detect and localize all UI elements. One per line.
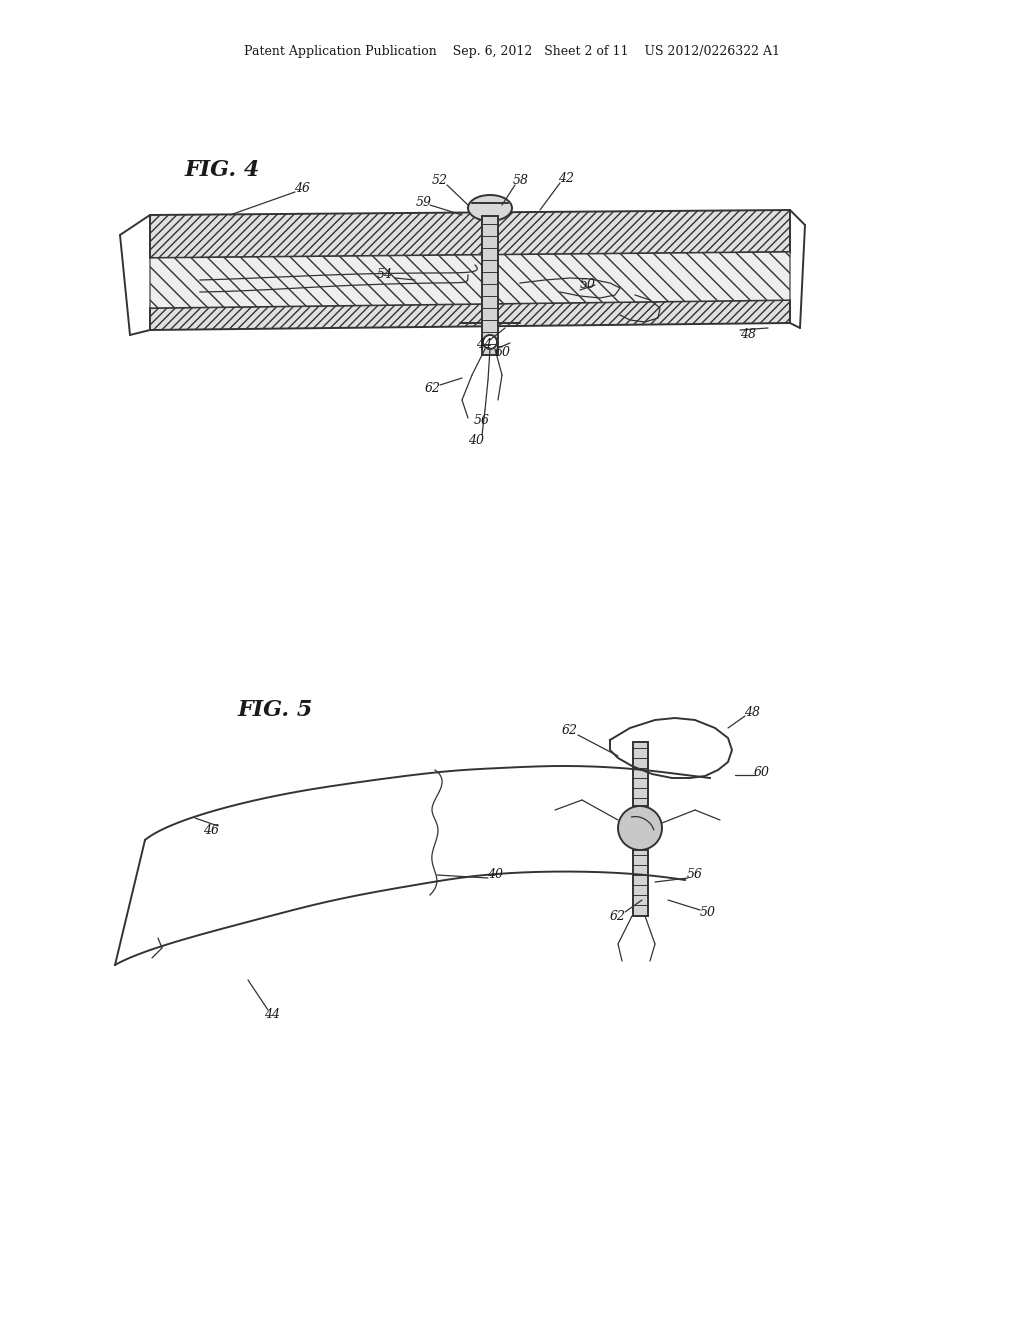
Text: 50: 50 (580, 279, 596, 292)
Ellipse shape (468, 195, 512, 220)
Text: 58: 58 (513, 174, 529, 187)
Text: 62: 62 (425, 381, 441, 395)
Text: 42: 42 (558, 173, 574, 186)
Text: 56: 56 (687, 869, 703, 882)
Text: 52: 52 (432, 174, 449, 187)
Text: 60: 60 (495, 346, 511, 359)
Text: 60: 60 (754, 766, 770, 779)
Text: 46: 46 (203, 824, 219, 837)
Text: 40: 40 (468, 433, 484, 446)
Polygon shape (150, 210, 790, 257)
FancyBboxPatch shape (633, 850, 647, 916)
Text: 62: 62 (562, 723, 578, 737)
Text: 44: 44 (264, 1008, 280, 1022)
Polygon shape (150, 252, 790, 308)
Text: FIG. 4: FIG. 4 (185, 158, 260, 181)
Text: 44: 44 (476, 338, 492, 351)
Text: 62: 62 (610, 909, 626, 923)
Text: 40: 40 (487, 869, 503, 882)
Text: 54: 54 (377, 268, 393, 281)
Text: 50: 50 (700, 906, 716, 919)
Text: FIG. 5: FIG. 5 (238, 700, 313, 721)
Text: 56: 56 (474, 413, 490, 426)
Text: 48: 48 (740, 329, 756, 342)
Text: 46: 46 (294, 181, 310, 194)
FancyBboxPatch shape (482, 216, 498, 355)
Circle shape (618, 807, 662, 850)
Text: 59: 59 (416, 195, 432, 209)
Text: 48: 48 (744, 705, 760, 718)
Polygon shape (150, 300, 790, 330)
FancyBboxPatch shape (633, 742, 647, 807)
Circle shape (483, 335, 497, 348)
Text: Patent Application Publication    Sep. 6, 2012   Sheet 2 of 11    US 2012/022632: Patent Application Publication Sep. 6, 2… (244, 45, 780, 58)
